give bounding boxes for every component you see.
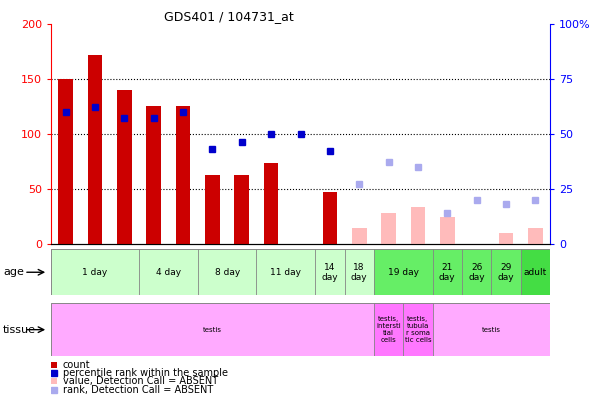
- Text: 18
day: 18 day: [351, 263, 367, 282]
- Bar: [352, 228, 367, 244]
- Text: percentile rank within the sample: percentile rank within the sample: [63, 368, 228, 378]
- Bar: [139, 249, 198, 295]
- Bar: [51, 379, 57, 385]
- Bar: [147, 106, 161, 244]
- Text: 14
day: 14 day: [322, 263, 338, 282]
- Text: tissue: tissue: [3, 325, 36, 335]
- Bar: [51, 303, 374, 356]
- Text: 26
day: 26 day: [468, 263, 485, 282]
- Bar: [323, 192, 337, 244]
- Bar: [433, 303, 550, 356]
- Bar: [117, 89, 132, 244]
- Bar: [462, 249, 491, 295]
- Bar: [198, 249, 257, 295]
- Text: testis: testis: [482, 327, 501, 333]
- Text: 19 day: 19 day: [388, 268, 419, 277]
- Text: testis,
intersti
tial
cells: testis, intersti tial cells: [376, 316, 401, 343]
- Text: 11 day: 11 day: [270, 268, 301, 277]
- Bar: [374, 249, 433, 295]
- Text: 21
day: 21 day: [439, 263, 456, 282]
- Text: adult: adult: [523, 268, 547, 277]
- Bar: [58, 79, 73, 244]
- Bar: [176, 106, 191, 244]
- Bar: [344, 249, 374, 295]
- Bar: [257, 249, 315, 295]
- Bar: [491, 249, 520, 295]
- Bar: [528, 228, 543, 244]
- Bar: [381, 213, 396, 244]
- Bar: [51, 362, 57, 367]
- Bar: [410, 207, 426, 244]
- Text: testis: testis: [203, 327, 222, 333]
- Text: 4 day: 4 day: [156, 268, 181, 277]
- Text: 29
day: 29 day: [498, 263, 514, 282]
- Text: GDS401 / 104731_at: GDS401 / 104731_at: [163, 10, 293, 23]
- Bar: [440, 217, 454, 244]
- Bar: [315, 249, 344, 295]
- Bar: [205, 175, 220, 244]
- Text: 1 day: 1 day: [82, 268, 108, 277]
- Text: 8 day: 8 day: [215, 268, 240, 277]
- Bar: [520, 249, 550, 295]
- Bar: [234, 175, 249, 244]
- Bar: [374, 303, 403, 356]
- Text: rank, Detection Call = ABSENT: rank, Detection Call = ABSENT: [63, 385, 213, 395]
- Bar: [499, 232, 513, 244]
- Bar: [264, 163, 278, 244]
- Bar: [433, 249, 462, 295]
- Bar: [51, 249, 139, 295]
- Text: count: count: [63, 360, 90, 369]
- Text: value, Detection Call = ABSENT: value, Detection Call = ABSENT: [63, 376, 218, 386]
- Text: testis,
tubula
r soma
tic cells: testis, tubula r soma tic cells: [404, 316, 431, 343]
- Bar: [403, 303, 433, 356]
- Bar: [88, 55, 102, 244]
- Text: age: age: [3, 267, 24, 277]
